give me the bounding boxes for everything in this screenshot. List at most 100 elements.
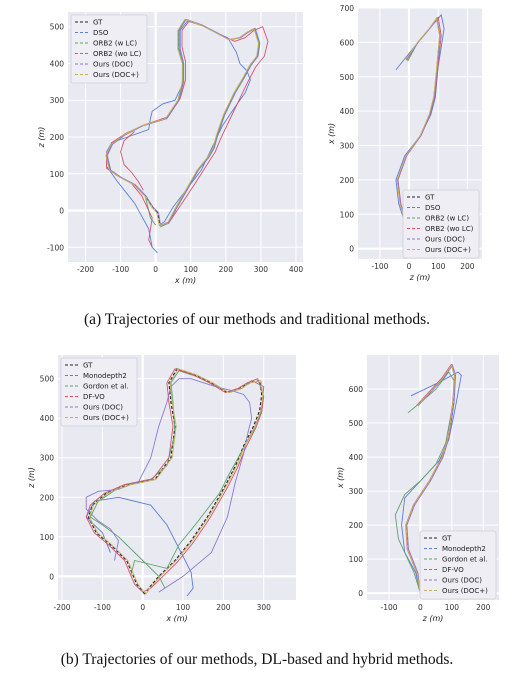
x-tick-label: 0 <box>140 603 145 612</box>
x-axis-label: z (m) <box>409 273 431 282</box>
y-tick-label: 500 <box>50 23 65 32</box>
legend-label-ours-doc: Ours (DOC) <box>425 236 465 244</box>
x-tick-label: 0 <box>153 265 158 274</box>
legend-label-gt: GT <box>442 535 452 543</box>
legend-label-ours-doc: Ours (DOC+) <box>442 587 488 595</box>
y-tick-label: 400 <box>349 453 364 462</box>
y-tick-label: 400 <box>40 414 55 423</box>
y-axis-label: x (m) <box>327 123 336 145</box>
chart-b_zx: -100 0 100 200 0 100 200 300 400 500 600 z (m) x (m)… <box>336 355 499 623</box>
x-tick-label: 100 <box>445 603 460 612</box>
y-tick-label: 100 <box>349 555 364 564</box>
series-line-ours-doc <box>406 364 457 594</box>
y-tick-label: 300 <box>349 487 364 496</box>
y-tick-label: 600 <box>340 38 355 47</box>
chart-a_zx: -100 0 100 200 0 100 200 300 400 500 600 700 z (m) x … <box>327 4 482 282</box>
y-tick-label: 500 <box>40 375 55 384</box>
x-tick-label: 400 <box>289 265 304 274</box>
legend-box <box>419 530 497 600</box>
y-axis-label: x (m) <box>336 467 345 489</box>
legend-label-gordon-et-al: Gordon et al. <box>442 556 488 564</box>
series-line-ours-doc <box>85 378 253 593</box>
series-line-gordon-et-al <box>89 370 265 589</box>
legend-label-df-vo: DF-VO <box>442 566 464 574</box>
legend: GT Monodepth2 Gordon et al. DF-VO Ours (DOC)… <box>60 357 138 427</box>
x-tick-label: -100 <box>94 603 111 612</box>
x-tick-label: 300 <box>257 603 272 612</box>
series-line-orb2-wo-lc-b <box>120 131 144 191</box>
y-tick-label: 200 <box>340 176 355 185</box>
y-tick-label: 0 <box>358 589 363 598</box>
legend-box <box>402 189 480 259</box>
y-tick-label: 400 <box>340 107 355 116</box>
x-axis-label: z (m) <box>422 614 444 623</box>
legend: GT DSO ORB2 (w LC) ORB2 (wo LC) Ours (DOC) Ou… <box>402 189 480 259</box>
legend-label-ours-doc: Ours (DOC) <box>83 404 123 412</box>
series-line-gordon-et-al <box>394 371 456 594</box>
x-tick-label: 100 <box>184 265 199 274</box>
legend-label-orb2-wo-lc: ORB2 (wo LC) <box>425 225 474 233</box>
x-tick-label: 0 <box>418 603 423 612</box>
x-axis-label: x (m) <box>174 276 196 285</box>
x-tick-label: 200 <box>460 262 475 271</box>
y-tick-label: 500 <box>340 73 355 82</box>
x-tick-label: -100 <box>380 603 397 612</box>
y-tick-label: 200 <box>40 493 55 502</box>
x-tick-label: -100 <box>112 265 129 274</box>
x-tick-label: 200 <box>476 603 491 612</box>
legend-label-orb2-wo-lc: ORB2 (wo LC) <box>93 50 142 58</box>
y-tick-label: 200 <box>50 133 65 142</box>
caption-a: (a) Trajectories of our methods and trad… <box>83 311 431 328</box>
legend-box <box>70 14 148 84</box>
legend-label-ours-doc: Ours (DOC+) <box>93 71 139 79</box>
y-tick-label: 400 <box>50 59 65 68</box>
x-axis-label: x (m) <box>165 614 187 623</box>
legend-label-df-vo: DF-VO <box>83 393 105 401</box>
legend-label-monodepth2: Monodepth2 <box>442 545 486 553</box>
x-tick-label: -100 <box>371 262 388 271</box>
x-tick-label: 200 <box>216 603 231 612</box>
legend-label-gt: GT <box>93 19 103 27</box>
legend-label-ours-doc: Ours (DOC) <box>442 577 482 585</box>
legend-label-dso: DSO <box>93 29 109 37</box>
y-tick-label: 500 <box>349 419 364 428</box>
x-tick-label: 0 <box>407 262 412 271</box>
y-tick-label: 300 <box>50 96 65 105</box>
legend-label-ours-doc: Ours (DOC+) <box>425 246 471 254</box>
legend-label-ours-doc: Ours (DOC+) <box>83 414 129 422</box>
legend-label-gordon-et-al: Gordon et al. <box>83 383 129 391</box>
series-line-ours-doc <box>105 18 259 226</box>
series-line-monodepth2 <box>85 496 194 597</box>
legend-label-gt: GT <box>425 194 435 202</box>
y-tick-label: 100 <box>40 533 55 542</box>
y-tick-label: 600 <box>349 385 364 394</box>
y-tick-label: 0 <box>59 207 64 216</box>
y-tick-label: 200 <box>349 521 364 530</box>
legend-label-orb2-w-lc: ORB2 (w LC) <box>93 40 137 48</box>
y-tick-label: 100 <box>340 210 355 219</box>
y-tick-label: 100 <box>50 170 65 179</box>
y-tick-label: 300 <box>40 454 55 463</box>
caption-b: (b) Trajectories of our methods, DL-base… <box>60 651 454 668</box>
legend-label-monodepth2: Monodepth2 <box>83 372 127 380</box>
y-tick-label: -100 <box>47 243 64 252</box>
legend-label-ours-doc: Ours (DOC) <box>93 61 133 69</box>
legend-label-orb2-w-lc: ORB2 (w LC) <box>425 215 469 223</box>
legend-label-gt: GT <box>83 362 93 370</box>
x-tick-label: 300 <box>254 265 269 274</box>
y-axis-label: z (m) <box>27 467 36 489</box>
chart-a_xz: -200 -100 0 100 200 300 400 -100 0 100 200 300 400 50… <box>37 12 303 285</box>
series-line-ours-doc <box>397 17 441 249</box>
legend-box <box>60 357 138 427</box>
legend: GT Monodepth2 Gordon et al. DF-VO Ours (DOC)… <box>419 530 497 600</box>
x-tick-label: 100 <box>431 262 446 271</box>
series-line-ours-doc <box>106 18 261 226</box>
y-tick-label: 300 <box>340 142 355 151</box>
x-tick-label: -200 <box>54 603 71 612</box>
series-line-ours-doc <box>89 368 264 595</box>
y-tick-label: 0 <box>49 572 54 581</box>
x-tick-label: 100 <box>176 603 191 612</box>
series-line-ours-doc <box>396 17 440 249</box>
legend-label-dso: DSO <box>425 204 441 212</box>
